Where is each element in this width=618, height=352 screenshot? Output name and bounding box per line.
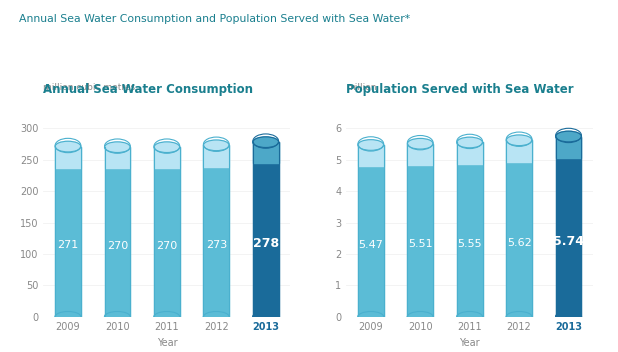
Ellipse shape	[556, 131, 582, 142]
X-axis label: Year: Year	[459, 338, 480, 348]
Ellipse shape	[457, 312, 483, 322]
Ellipse shape	[556, 312, 582, 322]
Ellipse shape	[407, 138, 433, 149]
Bar	[104, 147, 130, 168]
Text: million cubic metres: million cubic metres	[43, 83, 135, 92]
Ellipse shape	[203, 140, 229, 151]
Ellipse shape	[358, 140, 384, 150]
Text: 270: 270	[156, 240, 177, 251]
Bar	[506, 140, 532, 162]
Bar	[203, 145, 229, 166]
Text: 5.62: 5.62	[507, 238, 531, 248]
Bar	[556, 137, 582, 317]
Bar	[506, 140, 532, 317]
Bar	[253, 142, 279, 317]
Text: million: million	[346, 83, 376, 92]
Text: Annual Sea Water Consumption: Annual Sea Water Consumption	[43, 83, 253, 96]
Ellipse shape	[457, 137, 483, 148]
Bar	[55, 146, 81, 317]
X-axis label: Year: Year	[156, 338, 177, 348]
Ellipse shape	[253, 312, 279, 322]
Text: 5.51: 5.51	[408, 239, 433, 249]
Text: 270: 270	[107, 240, 128, 251]
Text: 5.74: 5.74	[553, 234, 584, 247]
Text: 5.47: 5.47	[358, 240, 383, 250]
Ellipse shape	[104, 142, 130, 152]
Bar	[55, 146, 81, 168]
Bar	[407, 144, 433, 317]
Ellipse shape	[55, 312, 81, 322]
Bar	[556, 137, 582, 158]
Text: 273: 273	[206, 240, 227, 250]
Ellipse shape	[407, 312, 433, 322]
Text: 278: 278	[253, 237, 279, 250]
Text: Annual Sea Water Consumption and Population Served with Sea Water*: Annual Sea Water Consumption and Populat…	[19, 14, 410, 24]
Ellipse shape	[203, 312, 229, 322]
Ellipse shape	[154, 142, 180, 152]
Bar	[104, 147, 130, 317]
Bar	[407, 144, 433, 165]
Bar	[154, 147, 180, 168]
Bar	[457, 143, 483, 317]
Ellipse shape	[358, 312, 384, 322]
Text: 271: 271	[57, 240, 78, 250]
Ellipse shape	[55, 141, 81, 152]
Ellipse shape	[506, 312, 532, 322]
Ellipse shape	[253, 137, 279, 147]
Bar	[457, 143, 483, 164]
Bar	[358, 145, 384, 317]
Ellipse shape	[154, 312, 180, 322]
Ellipse shape	[506, 135, 532, 146]
Bar	[203, 145, 229, 317]
Text: Population Served with Sea Water: Population Served with Sea Water	[346, 83, 574, 96]
Bar	[253, 142, 279, 163]
Text: 5.55: 5.55	[457, 239, 482, 249]
Ellipse shape	[104, 312, 130, 322]
Bar	[358, 145, 384, 166]
Bar	[154, 147, 180, 317]
